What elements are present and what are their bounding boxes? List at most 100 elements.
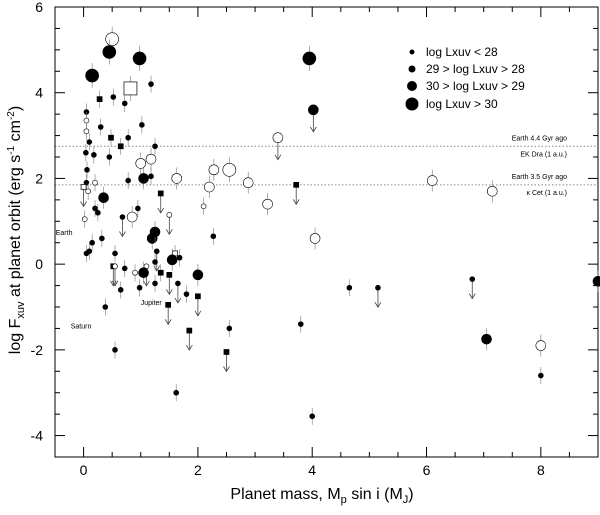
data-point <box>192 269 204 281</box>
data-point <box>166 212 173 218</box>
data-point <box>486 185 498 197</box>
data-point-square <box>96 96 103 102</box>
data-point <box>171 173 183 184</box>
ref-line-label-bottom: EK Dra (1 a.u.) <box>520 151 567 158</box>
data-point <box>83 128 90 135</box>
data-point-square <box>108 134 114 141</box>
legend-label: log Lxuv < 28 <box>426 45 498 59</box>
data-point <box>183 291 190 297</box>
x-tick-label: 0 <box>80 462 88 478</box>
data-point <box>98 192 109 204</box>
data-point <box>210 233 217 240</box>
data-point <box>152 280 158 287</box>
data-point <box>135 158 147 169</box>
ref-line-label-top: Earth 3.5 Gyr ago <box>512 174 567 181</box>
ref-line-label-bottom: κ Cet (1 a.u.) <box>527 190 567 197</box>
data-point <box>106 154 113 160</box>
data-point <box>84 167 90 173</box>
data-point <box>83 149 89 156</box>
x-tick-label: 6 <box>423 462 431 478</box>
data-point <box>535 340 547 351</box>
y-axis-title: log Fxuv at planet orbit (erg s-1 cm-2) <box>6 106 27 354</box>
legend: log Lxuv < 28 29 > log Lxuv > 28 30 > lo… <box>405 45 525 111</box>
data-point <box>145 153 157 165</box>
data-point <box>119 214 126 220</box>
data-point <box>86 139 93 145</box>
upper-limit-arrowhead <box>310 126 317 133</box>
data-point <box>102 304 109 310</box>
data-point <box>272 132 284 144</box>
x-tick-label: 2 <box>194 462 202 478</box>
data-point <box>92 205 98 212</box>
y-tick-label: 6 <box>35 0 43 15</box>
data-point <box>97 124 104 130</box>
data-point <box>204 181 215 193</box>
ref-line-label-top: Earth 4.4 Gyr ago <box>512 135 567 142</box>
data-point <box>346 284 353 291</box>
data-point <box>105 32 119 46</box>
data-point <box>121 100 128 107</box>
upper-limit-arrowhead <box>185 344 193 351</box>
data-point <box>125 134 131 141</box>
data-point <box>469 276 476 282</box>
data-point <box>242 177 254 189</box>
data-point <box>99 235 105 242</box>
data-point <box>152 143 158 150</box>
data-point <box>125 177 131 184</box>
data-point <box>81 216 88 222</box>
y-tick-label: -4 <box>31 428 44 444</box>
data-point <box>592 275 600 287</box>
data-point <box>538 372 544 379</box>
upper-limit-arrowhead <box>194 310 202 317</box>
data-point-square <box>117 143 124 150</box>
data-point <box>309 233 321 244</box>
data-point <box>153 248 160 255</box>
data-point <box>132 51 147 66</box>
legend-marker <box>407 81 417 91</box>
data-point <box>110 94 117 100</box>
y-tick-label: -2 <box>31 342 44 358</box>
data-point <box>92 179 98 186</box>
upper-limit-arrowhead <box>292 199 300 206</box>
data-point <box>148 173 154 180</box>
y-tick-label: 0 <box>35 256 43 272</box>
data-point-square <box>165 302 172 308</box>
planet-label-earth: Earth <box>56 230 73 237</box>
data-point <box>135 205 141 212</box>
x-tick-label: 4 <box>308 462 316 478</box>
data-point-square <box>186 327 193 334</box>
upper-limit-arrowhead <box>165 229 173 236</box>
upper-limit-arrowhead <box>174 297 182 304</box>
upper-limit-arrowhead <box>374 302 382 308</box>
data-point <box>175 280 181 287</box>
data-points <box>80 26 600 425</box>
data-point-square <box>166 272 173 278</box>
data-point <box>226 325 233 332</box>
data-point <box>95 209 101 216</box>
data-point <box>112 263 118 270</box>
data-point <box>375 284 381 291</box>
data-point <box>132 269 138 276</box>
legend-marker <box>405 97 419 111</box>
data-point-square <box>80 184 87 190</box>
data-point <box>112 250 118 257</box>
upper-limit-arrowhead <box>164 319 172 326</box>
data-point <box>91 152 97 158</box>
data-point <box>426 175 438 186</box>
data-point <box>139 122 145 128</box>
data-point <box>148 81 154 87</box>
data-point <box>481 333 492 345</box>
data-point <box>222 163 237 177</box>
plot-frame <box>54 6 599 458</box>
legend-marker <box>408 65 416 73</box>
upper-limit-arrowhead <box>143 280 150 287</box>
upper-limit-arrowhead <box>165 289 173 296</box>
data-point <box>149 226 161 238</box>
data-point-square <box>157 190 164 197</box>
upper-limit-arrowhead <box>119 231 126 238</box>
data-point <box>136 284 143 291</box>
upper-limit-arrowhead <box>468 293 476 300</box>
y-tick-label: 2 <box>35 170 43 186</box>
planet-label-saturn: Saturn <box>71 323 92 330</box>
x-tick-label: 8 <box>537 462 545 478</box>
